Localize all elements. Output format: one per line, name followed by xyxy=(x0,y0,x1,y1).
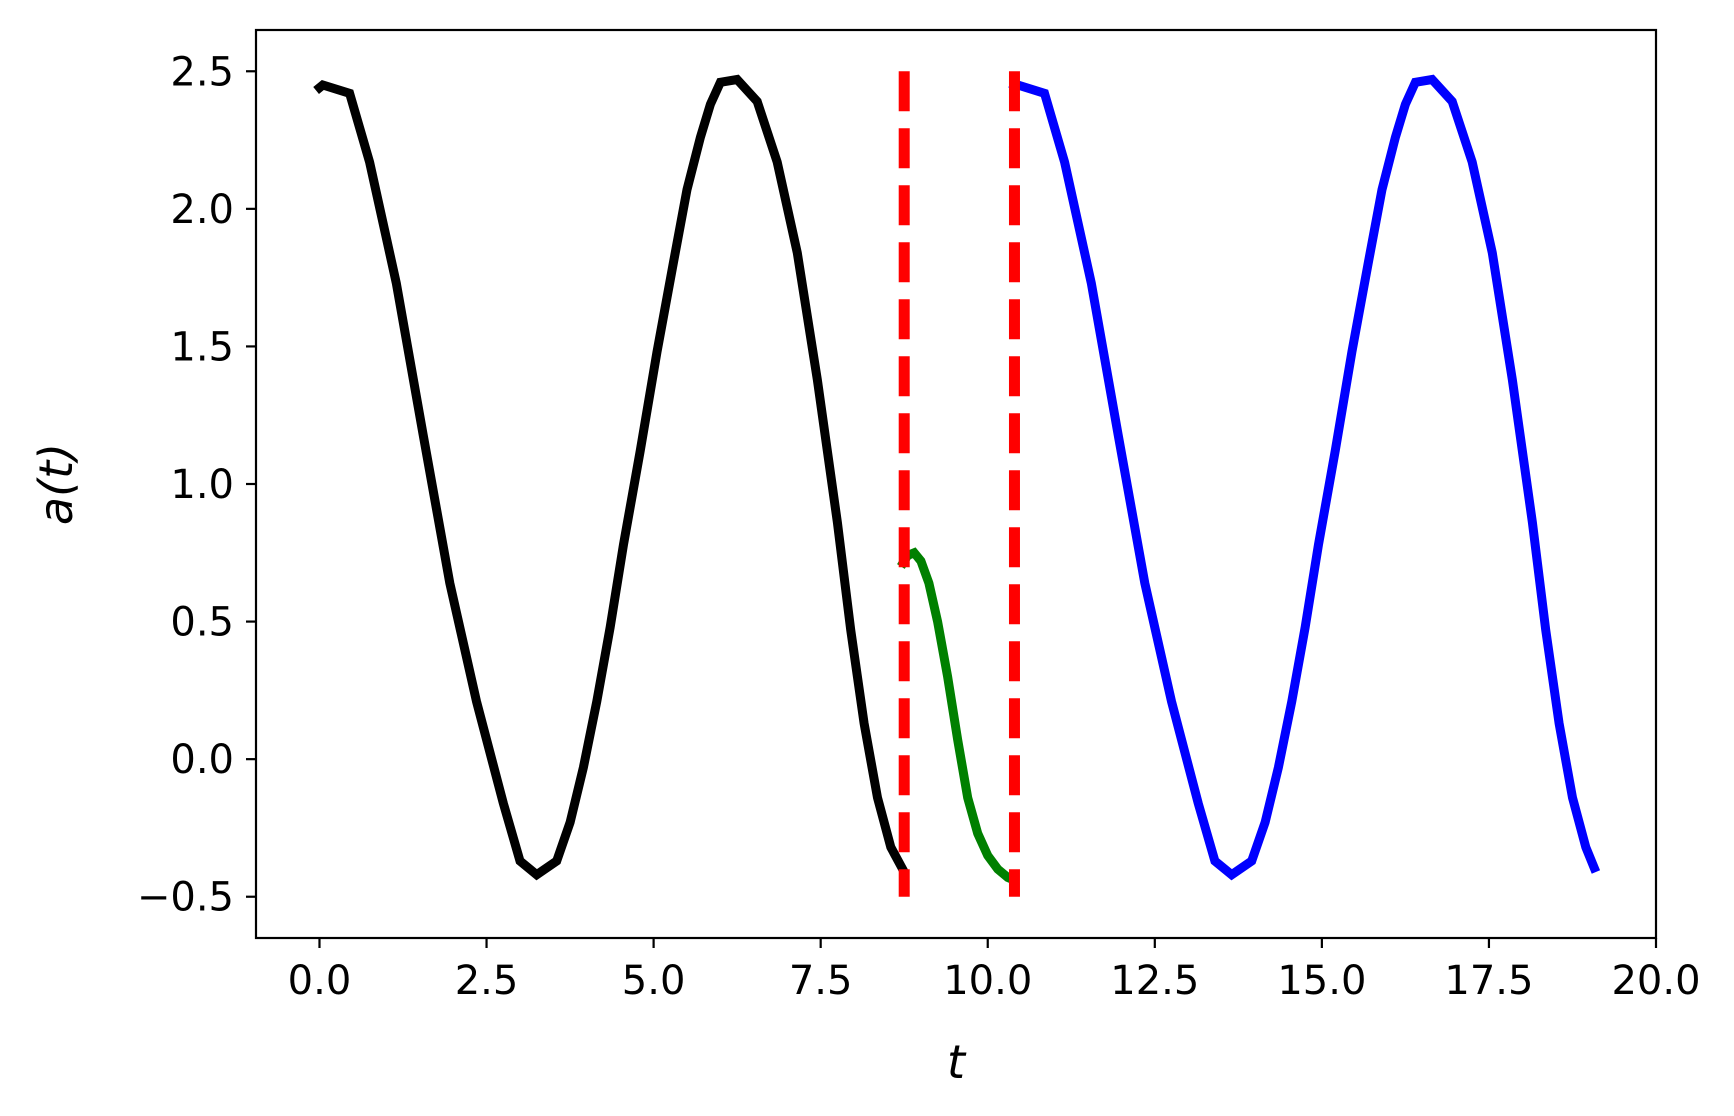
y-axis-ticks: −0.5 0.0 0.5 1.0 1.5 2.0 2.5 xyxy=(137,49,256,921)
y-tick-label: 2.5 xyxy=(170,49,234,95)
x-tick-label: 0.0 xyxy=(288,958,352,1004)
x-tick-label: 20.0 xyxy=(1611,958,1700,1004)
x-tick-label: 12.5 xyxy=(1110,958,1199,1004)
x-tick-label: 7.5 xyxy=(789,958,853,1004)
x-axis-label: t xyxy=(947,1035,967,1089)
x-tick-label: 10.0 xyxy=(943,958,1032,1004)
x-tick-label: 15.0 xyxy=(1277,958,1366,1004)
x-tick-label: 2.5 xyxy=(455,958,519,1004)
series-line-2 xyxy=(897,547,1017,885)
x-tick-label: 5.0 xyxy=(622,958,686,1004)
y-tick-label: 1.5 xyxy=(170,324,234,370)
x-tick-label: 17.5 xyxy=(1444,958,1533,1004)
y-tick-label: 2.0 xyxy=(170,187,234,233)
y-tick-label: 1.0 xyxy=(170,462,234,508)
y-tick-label: 0.5 xyxy=(170,600,234,646)
x-axis-ticks: 0.0 2.5 5.0 7.5 10.0 12.5 15.0 17.5 20.0 xyxy=(288,938,1701,1004)
series-line-3 xyxy=(1008,74,1601,881)
series-layer xyxy=(313,74,1601,885)
y-tick-label: 0.0 xyxy=(170,737,234,783)
y-axis-label: a(t) xyxy=(29,443,83,525)
y-tick-label: −0.5 xyxy=(137,875,234,921)
vline-layer xyxy=(898,71,1020,897)
series-line-1 xyxy=(313,74,909,881)
